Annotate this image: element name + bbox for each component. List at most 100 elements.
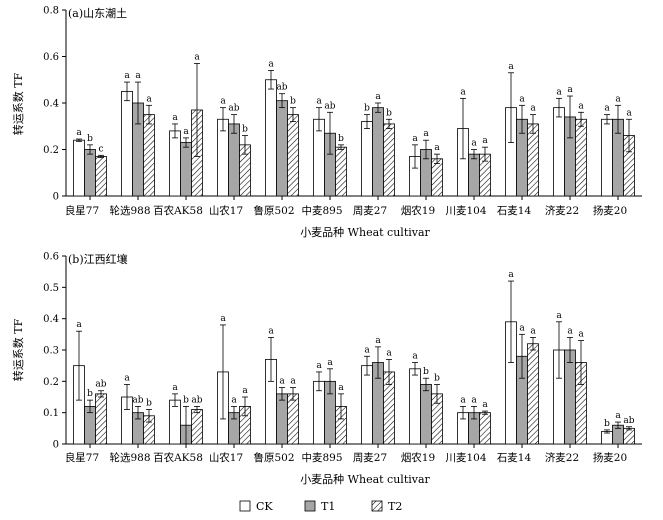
- significance-label: a: [231, 395, 237, 405]
- significance-label: a: [556, 311, 562, 321]
- significance-label: a: [146, 94, 152, 104]
- x-tick-label: 中麦895: [301, 451, 342, 464]
- significance-label: a: [386, 348, 392, 358]
- x-tick-label: 山农17: [209, 451, 243, 464]
- significance-label: b: [423, 367, 429, 377]
- significance-label: a: [76, 320, 82, 330]
- y-tick-label: 0.6: [43, 252, 59, 263]
- significance-label: a: [530, 326, 536, 336]
- y-tick-label: 0.4: [43, 99, 59, 110]
- significance-label: a: [338, 383, 344, 393]
- y-tick-label: 0.2: [43, 377, 59, 388]
- significance-label: a: [412, 134, 418, 144]
- bar-t2: [431, 158, 443, 197]
- bar-ck: [361, 365, 373, 445]
- x-tick-label: 轮选988: [109, 204, 150, 217]
- significance-label: ab: [191, 395, 202, 405]
- bar-ck: [601, 118, 613, 197]
- x-tick-label: 扬麦20: [593, 451, 627, 464]
- significance-label: a: [375, 92, 381, 102]
- bar-ck: [409, 368, 421, 445]
- significance-label: a: [220, 97, 226, 107]
- significance-label: a: [615, 94, 621, 104]
- chart-title: (a)山东潮土: [68, 6, 127, 20]
- bar-t1: [372, 107, 384, 197]
- significance-label: a: [460, 395, 466, 405]
- y-tick-label: 0.1: [43, 408, 59, 419]
- significance-label: a: [626, 108, 632, 118]
- significance-label: b: [87, 134, 93, 144]
- bar-t2: [383, 123, 395, 197]
- significance-label: a: [268, 326, 274, 336]
- chart-title: (b)江西红壤: [68, 252, 128, 266]
- bar-ck: [553, 107, 565, 197]
- significance-label: a: [316, 97, 322, 107]
- bar-t2: [479, 412, 491, 445]
- bar-t1: [180, 142, 192, 197]
- significance-label: a: [556, 87, 562, 97]
- bar-t2: [623, 427, 635, 445]
- significance-label: a: [482, 136, 488, 146]
- significance-label: b: [338, 134, 344, 144]
- bar-t1: [276, 393, 288, 445]
- x-tick-label: 鲁原502: [253, 451, 294, 464]
- significance-label: b: [604, 419, 610, 429]
- y-tick-label: 0: [53, 192, 59, 203]
- x-axis-label: 小麦品种 Wheat cultivar: [300, 472, 430, 486]
- x-tick-label: 周麦27: [353, 205, 387, 217]
- x-tick-label: 川麦104: [445, 452, 486, 464]
- x-tick-label: 周麦27: [353, 452, 387, 464]
- y-tick-label: 0.3: [43, 346, 59, 357]
- legend-label-t2: T2: [388, 500, 402, 513]
- bar-t1: [228, 123, 240, 197]
- chart-panel-a: (a)山东潮土 转运系数 TF 小麦品种 Wheat cultivar 0 0.2…: [11, 6, 642, 239]
- legend-swatch-t1: [304, 500, 316, 512]
- significance-label: a: [604, 104, 610, 114]
- x-tick-label: 石麦14: [497, 452, 532, 464]
- significance-label: a: [519, 323, 525, 333]
- significance-label: ab: [95, 380, 106, 390]
- significance-label: ab: [324, 101, 335, 111]
- bar-t2: [143, 114, 155, 197]
- significance-label: b: [364, 104, 370, 114]
- bar-t2: [95, 393, 107, 445]
- bar-t2: [191, 409, 203, 445]
- significance-label: b: [386, 108, 392, 118]
- x-tick-label: 良星77: [65, 451, 99, 464]
- bar-t1: [276, 100, 288, 197]
- significance-label: b: [146, 399, 152, 409]
- significance-label: a: [567, 85, 573, 95]
- bar-ck: [121, 90, 133, 197]
- y-tick-label: 0.2: [43, 145, 59, 156]
- significance-label: ab: [132, 395, 143, 405]
- significance-label: a: [290, 377, 296, 387]
- significance-label: b: [183, 395, 189, 405]
- significance-label: b: [87, 389, 93, 399]
- significance-label: a: [76, 128, 82, 138]
- bar-t2: [575, 118, 587, 197]
- x-tick-label: 山农17: [209, 204, 243, 217]
- legend-label-ck: CK: [256, 500, 273, 513]
- bar-t2: [335, 146, 347, 197]
- significance-label: a: [460, 87, 466, 97]
- significance-label: ab: [228, 104, 239, 114]
- y-tick-label: 0.8: [43, 6, 59, 17]
- bar-t1: [564, 349, 576, 445]
- significance-label: a: [194, 52, 200, 62]
- bar-ck: [265, 79, 277, 197]
- chart-panel-b: (b)江西红壤 转运系数 TF 小麦品种 Wheat cultivar 0 0.1…: [11, 252, 642, 486]
- significance-label: a: [519, 94, 525, 104]
- x-tick-label: 百农AK58: [153, 204, 203, 217]
- y-tick-label: 0: [53, 440, 59, 451]
- significance-label: a: [471, 395, 477, 405]
- significance-label: c: [98, 144, 103, 154]
- significance-label: a: [172, 113, 178, 123]
- legend: CK T1 T2: [239, 500, 402, 513]
- significance-label: b: [290, 97, 296, 107]
- y-axis-label: 转运系数 TF: [11, 72, 25, 135]
- significance-label: a: [412, 352, 418, 362]
- significance-label: ab: [276, 83, 287, 93]
- legend-swatch-t2: [371, 500, 383, 512]
- significance-label: ab: [623, 416, 634, 426]
